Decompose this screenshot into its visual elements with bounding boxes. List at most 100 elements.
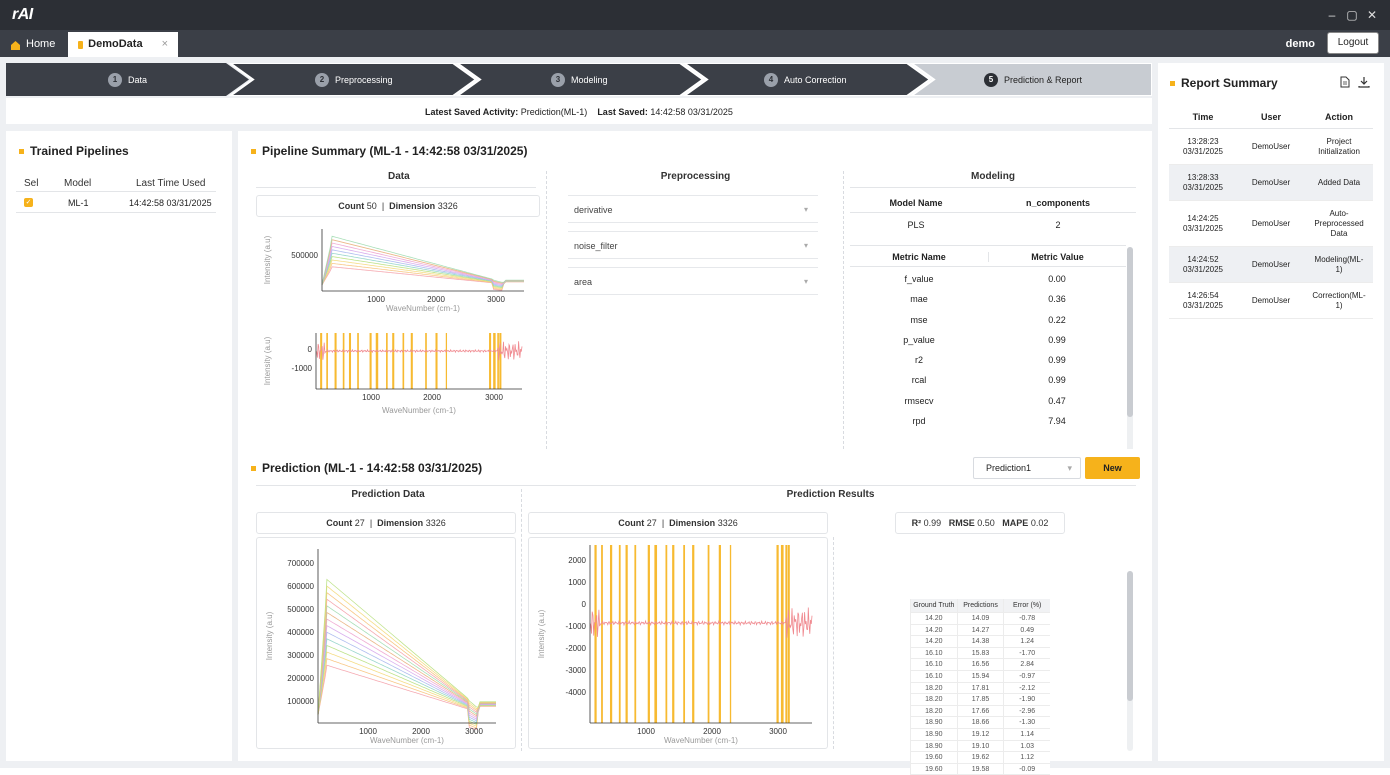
results-cell: Error (%)	[1003, 599, 1050, 612]
results-cell: 17.66	[956, 705, 1004, 717]
checkbox-checked-icon[interactable]: ✓	[24, 198, 33, 207]
step-progress: 1 Data 2 Preprocessing 3 Modeling 4 Auto Cor…	[6, 63, 1152, 96]
metric-name: mse	[910, 314, 928, 325]
selected-band	[634, 545, 637, 723]
chevron-down-icon: ▾	[803, 277, 808, 286]
report-cell: 13:28:33 03/31/2025	[1182, 172, 1224, 192]
results-cell: 1.14	[1003, 728, 1050, 740]
results-cell: 18.20	[910, 694, 957, 705]
report-row[interactable]: 14:24:25 03/31/2025 DemoUser Auto- Preproc…	[1169, 201, 1373, 247]
report-cell: 14:24:25 03/31/2025	[1182, 213, 1224, 233]
modeling-subtitle: Modeling	[971, 171, 1015, 182]
logout-button[interactable]: Logout	[1327, 32, 1379, 54]
trained-pipelines-panel: Trained Pipelines Sel Model Last Time Us…	[6, 131, 232, 761]
results-cell: 2.84	[1003, 659, 1050, 670]
spectrum-line	[321, 242, 524, 286]
pre-step-area[interactable]: area ▾	[568, 267, 818, 295]
result-chart-box	[528, 537, 828, 749]
pipeline-summary-title: Pipeline Summary (ML-1 - 14:42:58 03/31/…	[251, 144, 527, 158]
selected-band	[785, 545, 788, 723]
pipeline-model: ML-1	[68, 198, 89, 208]
metric-name: r2	[914, 355, 923, 366]
tab-demodata[interactable]: DemoData ×	[68, 32, 178, 57]
selected-band	[489, 333, 492, 389]
spectrum-line	[317, 598, 496, 716]
y-tick-label: 600000	[287, 582, 314, 591]
report-cell: Modeling(ML- 1)	[1314, 254, 1364, 274]
result-count-box: Count 27 | Dimension 3326	[528, 512, 828, 534]
results-cell: Predictions	[956, 599, 1004, 612]
report-cell: DemoUser	[1251, 218, 1291, 228]
results-cell: 16.56	[956, 659, 1004, 670]
results-cell: -1.70	[1003, 647, 1050, 659]
close-icon[interactable]: ✕	[1366, 8, 1378, 22]
selected-band	[692, 545, 695, 723]
download-icon[interactable]	[1358, 76, 1370, 88]
metric-value: 7.94	[1048, 416, 1066, 427]
selected-band	[342, 333, 345, 389]
report-row[interactable]: 13:28:33 03/31/2025 DemoUser Added Data	[1169, 165, 1373, 201]
metrics-scrollbar[interactable]	[1127, 247, 1133, 487]
selected-band	[683, 545, 686, 723]
chevron-down-icon: ▾	[803, 241, 808, 250]
new-prediction-button[interactable]: New	[1085, 457, 1140, 479]
y-axis-label: Intensity (a.u)	[263, 336, 272, 385]
step-data[interactable]: 1 Data	[108, 73, 147, 87]
col-metric-value: Metric Value	[988, 252, 1126, 262]
results-cell: -0.78	[1003, 613, 1050, 624]
tab-home[interactable]: Home	[0, 32, 66, 57]
data-subtitle: Data	[388, 171, 410, 182]
pipeline-summary-panel: Pipeline Summary (ML-1 - 14:42:58 03/31/…	[238, 131, 1152, 499]
spectrum-line	[317, 585, 496, 716]
selected-band	[618, 545, 621, 723]
spectrum-line	[317, 664, 496, 731]
metric-row: mse 0.22	[850, 310, 1126, 330]
prediction-results-subtitle: Prediction Results	[786, 489, 875, 500]
step-arrows	[6, 63, 1152, 96]
y-tick-label: -2000	[566, 644, 587, 653]
metric-row: rpd 7.94	[850, 411, 1126, 431]
y-tick-label: 200000	[287, 674, 314, 683]
col-last-time: Last Time Used	[136, 178, 206, 189]
selected-band	[594, 545, 597, 723]
prediction-content: Prediction (ML-1 - 14:42:58 03/31/2025) …	[238, 449, 1152, 775]
pre-step-noise-filter[interactable]: noise_filter ▾	[568, 231, 818, 259]
pre-step-derivative[interactable]: derivative ▾	[568, 195, 818, 223]
step-modeling[interactable]: 3 Modeling	[551, 73, 608, 87]
selected-band	[392, 333, 395, 389]
metric-value: 0.47	[1048, 395, 1066, 406]
spectrum-line	[321, 262, 524, 290]
step-preprocessing[interactable]: 2 Preprocessing	[315, 73, 393, 87]
step-prediction-report[interactable]: 5 Prediction & Report	[984, 73, 1082, 87]
spectrum-line	[317, 644, 496, 725]
y-axis-label: Intensity (a.u)	[263, 235, 272, 284]
report-cell: Project Initialization	[1318, 136, 1360, 156]
y-axis-label: Intensity (a.u)	[537, 609, 546, 658]
results-cell: 19.12	[956, 728, 1004, 740]
metric-row: p_value 0.99	[850, 330, 1126, 350]
y-tick-label: 400000	[287, 628, 314, 637]
maximize-icon[interactable]: ▢	[1346, 8, 1358, 22]
report-summary-panel: Report Summary Time User Action 13:28:23 03…	[1158, 63, 1384, 761]
title-bar: rAI – ▢ ✕	[0, 0, 1390, 30]
metric-name: rmsecv	[904, 395, 934, 406]
selected-band	[369, 333, 372, 389]
col-metric-name: Metric Name	[892, 252, 946, 262]
step-auto-correction[interactable]: 4 Auto Correction	[764, 73, 847, 87]
results-cell: -0.97	[1003, 670, 1050, 682]
tab-close-icon[interactable]: ×	[161, 38, 168, 50]
results-row: 19.60 19.58 -0.09	[910, 763, 1050, 775]
minimize-icon[interactable]: –	[1328, 8, 1336, 22]
report-row[interactable]: 14:26:54 03/31/2025 DemoUser Correction(ML…	[1169, 283, 1373, 319]
prediction-select[interactable]: Prediction1 ▾	[973, 457, 1081, 479]
y-tick-label: 0	[308, 345, 313, 354]
results-cell: 18.66	[956, 717, 1004, 728]
document-icon[interactable]	[1340, 76, 1350, 88]
trained-pipelines-title: Trained Pipelines	[19, 144, 129, 158]
spectrum-line	[321, 259, 524, 290]
report-row[interactable]: 13:28:23 03/31/2025 DemoUser Project Initi…	[1169, 129, 1373, 165]
pipeline-row[interactable]: ✓ ML-1 14:42:58 03/31/2025	[16, 193, 216, 213]
metric-value: 0.36	[1048, 294, 1066, 305]
results-scrollbar[interactable]	[1127, 571, 1133, 751]
report-row[interactable]: 14:24:52 03/31/2025 DemoUser Modeling(ML- …	[1169, 247, 1373, 283]
